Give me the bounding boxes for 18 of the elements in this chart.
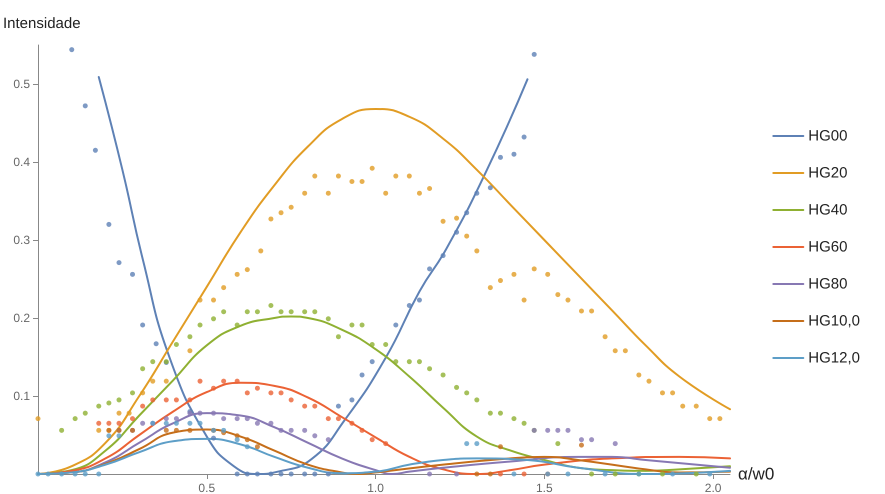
legend-label: HG00 <box>808 128 848 144</box>
legend-label: HG10,0 <box>808 312 860 330</box>
legend-label: HG20 <box>808 164 848 182</box>
x-tick-label: 1.5 <box>536 481 554 494</box>
y-tick-label: 0.2 <box>13 311 30 325</box>
x-axis-title: α/w0 <box>738 464 774 484</box>
y-tick-label: 0.1 <box>13 389 30 403</box>
y-tick-label: 0.3 <box>13 233 30 247</box>
legend-label: HG40 <box>808 202 848 218</box>
y-axis-title: Intensidade <box>3 15 81 32</box>
x-tick-label: 0.5 <box>198 481 216 494</box>
y-tick-label: 0.5 <box>13 77 30 91</box>
legend-label: HG60 <box>808 238 848 256</box>
x-tick-label: 2.0 <box>704 481 722 494</box>
legend-label: HG80 <box>808 276 848 292</box>
y-tick-label: 0.4 <box>13 155 30 169</box>
x-tick-label: 1.0 <box>367 481 384 494</box>
legend-label: HG12,0 <box>808 350 860 366</box>
